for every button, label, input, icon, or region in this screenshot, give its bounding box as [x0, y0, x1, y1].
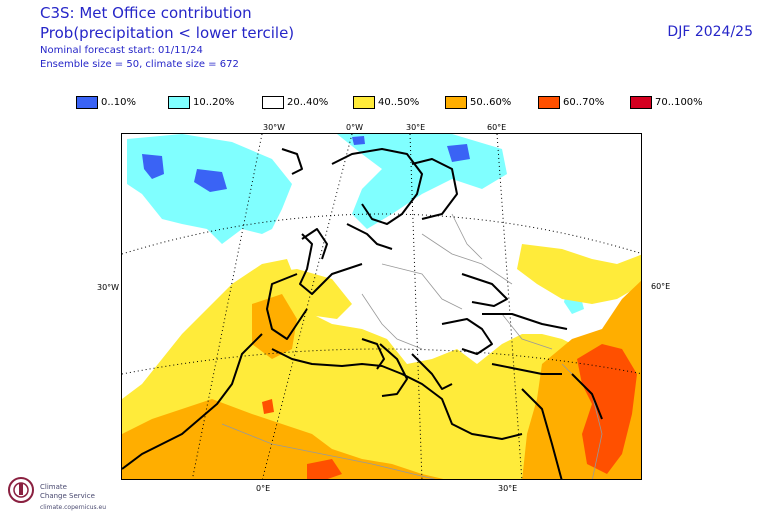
prob-area-0-10-atlantic-2	[194, 169, 227, 192]
map-subtitle: Prob(precipitation < lower tercile)	[40, 24, 295, 42]
legend-item-70-100: 70..100%	[630, 94, 703, 110]
map-canvas	[122, 134, 641, 479]
graticule	[122, 134, 641, 479]
legend-swatch	[262, 95, 284, 109]
prob-area-0-10-atlantic	[142, 154, 164, 179]
ensemble-size-text: Ensemble size = 50, climate size = 672	[40, 59, 239, 70]
legend-swatch	[538, 95, 560, 109]
season-label: DJF 2024/25	[667, 24, 753, 40]
climate-service-logo-icon	[8, 477, 34, 503]
prob-area-0-10-norway	[447, 144, 470, 162]
legend-item-50-60: 50..60%	[445, 94, 511, 110]
forecast-start-text: Nominal forecast start: 01/11/24	[40, 45, 203, 56]
logo-text-line2: Change Service	[40, 492, 95, 500]
axis-label-top-30e: 30°E	[406, 123, 426, 132]
legend-swatch	[353, 95, 375, 109]
legend-label: 50..60%	[470, 96, 512, 108]
prob-area-60-70-libya	[307, 459, 342, 479]
prob-area-40-50-east	[517, 244, 641, 304]
legend-item-0-10: 0..10%	[76, 94, 136, 110]
axis-label-left-30w: 30°W	[97, 283, 120, 292]
legend-swatch	[630, 95, 652, 109]
axis-label-top-30w: 30°W	[263, 123, 286, 132]
coastlines	[122, 148, 603, 479]
legend-item-20-40: 20..40%	[262, 94, 328, 110]
legend-item-60-70: 60..70%	[538, 94, 604, 110]
prob-area-60-70-middle-east	[577, 344, 637, 474]
axis-label-top-0w: 0°W	[346, 123, 363, 132]
map-title: C3S: Met Office contribution	[40, 4, 252, 22]
legend-label: 0..10%	[101, 96, 136, 108]
legend-swatch	[76, 95, 98, 109]
axis-label-right-60e: 60°E	[651, 282, 671, 291]
prob-area-50-60-morocco	[252, 294, 297, 359]
prob-area-60-70-tunisia	[262, 399, 274, 414]
axis-label-top-60e: 60°E	[487, 123, 507, 132]
legend-label: 20..40%	[287, 96, 329, 108]
legend-label: 40..50%	[378, 96, 420, 108]
legend-swatch	[168, 95, 190, 109]
legend-swatch	[445, 95, 467, 109]
logo-text-line1: Climate	[40, 483, 67, 491]
legend-label: 10..20%	[193, 96, 235, 108]
axis-label-bottom-0e: 0°E	[256, 484, 271, 493]
prob-area-50-60-sahara	[122, 399, 444, 479]
probability-map	[121, 133, 642, 480]
prob-area-0-10-norway-2	[352, 136, 365, 145]
legend-label: 60..70%	[563, 96, 605, 108]
legend-item-10-20: 10..20%	[168, 94, 234, 110]
legend-item-40-50: 40..50%	[353, 94, 419, 110]
color-legend: 0..10% 10..20% 20..40% 40..50% 50..60% 6…	[0, 94, 761, 110]
legend-label: 70..100%	[655, 96, 703, 108]
axis-label-bottom-30e: 30°E	[498, 484, 518, 493]
copernicus-logo: Climate Change Service climate.copernicu…	[6, 474, 136, 516]
logo-url: climate.copernicus.eu	[40, 504, 107, 511]
